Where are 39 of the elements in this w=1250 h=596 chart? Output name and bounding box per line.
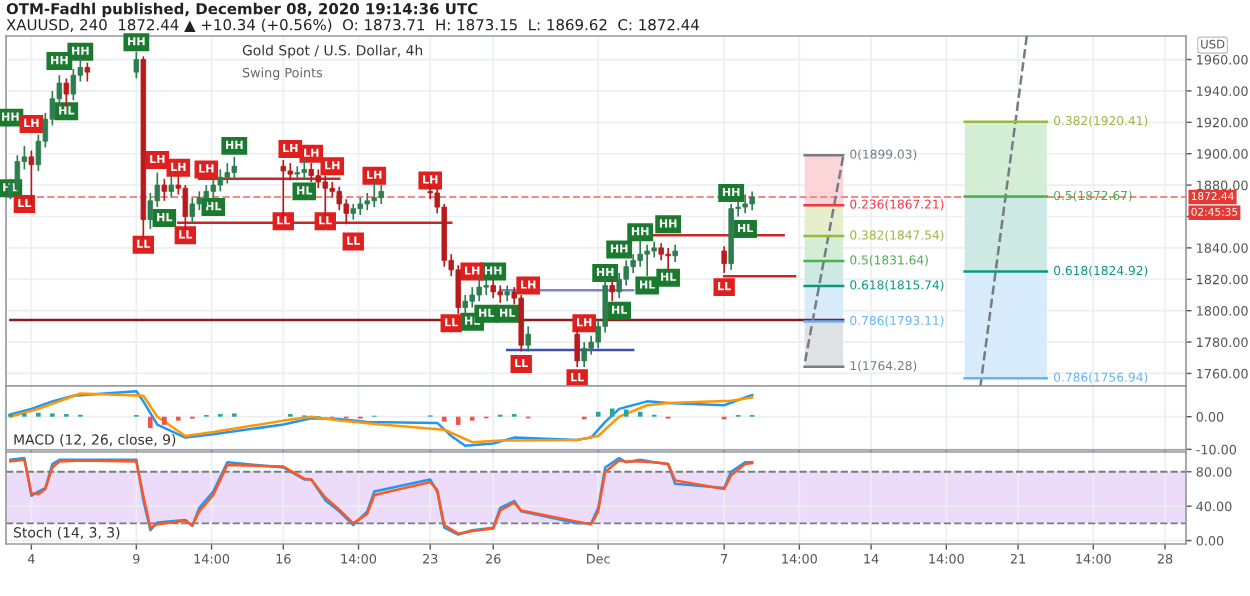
candlestick <box>637 237 643 268</box>
candlestick <box>644 243 650 277</box>
candlestick <box>84 61 91 83</box>
candlestick <box>301 159 308 180</box>
candlestick <box>609 278 615 303</box>
candlestick <box>518 294 524 353</box>
candlestick <box>217 168 224 193</box>
candlestick <box>490 278 496 299</box>
bar <box>964 121 1047 197</box>
candlestick <box>28 149 35 205</box>
candlestick <box>483 278 489 296</box>
candlestick <box>525 325 531 353</box>
candlestick <box>462 294 468 315</box>
candlestick <box>574 328 580 369</box>
candlestick <box>371 181 377 208</box>
candlestick <box>749 190 755 212</box>
candlestick <box>70 68 77 102</box>
candlestick <box>742 193 748 215</box>
candlestick <box>210 177 217 199</box>
candlestick <box>189 196 196 224</box>
bar <box>964 271 1047 379</box>
candlestick <box>224 162 231 185</box>
candlestick <box>133 50 140 80</box>
candlestick <box>308 162 315 183</box>
candlestick <box>665 247 671 271</box>
candlestick <box>168 174 175 199</box>
candlestick <box>63 77 70 108</box>
candlestick <box>203 184 210 208</box>
candlestick <box>294 165 301 182</box>
bar <box>964 196 1047 272</box>
candlestick <box>581 341 587 369</box>
candlestick <box>721 245 727 274</box>
candlestick <box>322 174 328 218</box>
candlestick <box>280 159 287 221</box>
candlestick <box>476 275 482 303</box>
candlestick <box>378 184 384 205</box>
candlestick <box>161 177 168 202</box>
candlestick <box>231 156 238 180</box>
candlestick <box>182 184 189 230</box>
